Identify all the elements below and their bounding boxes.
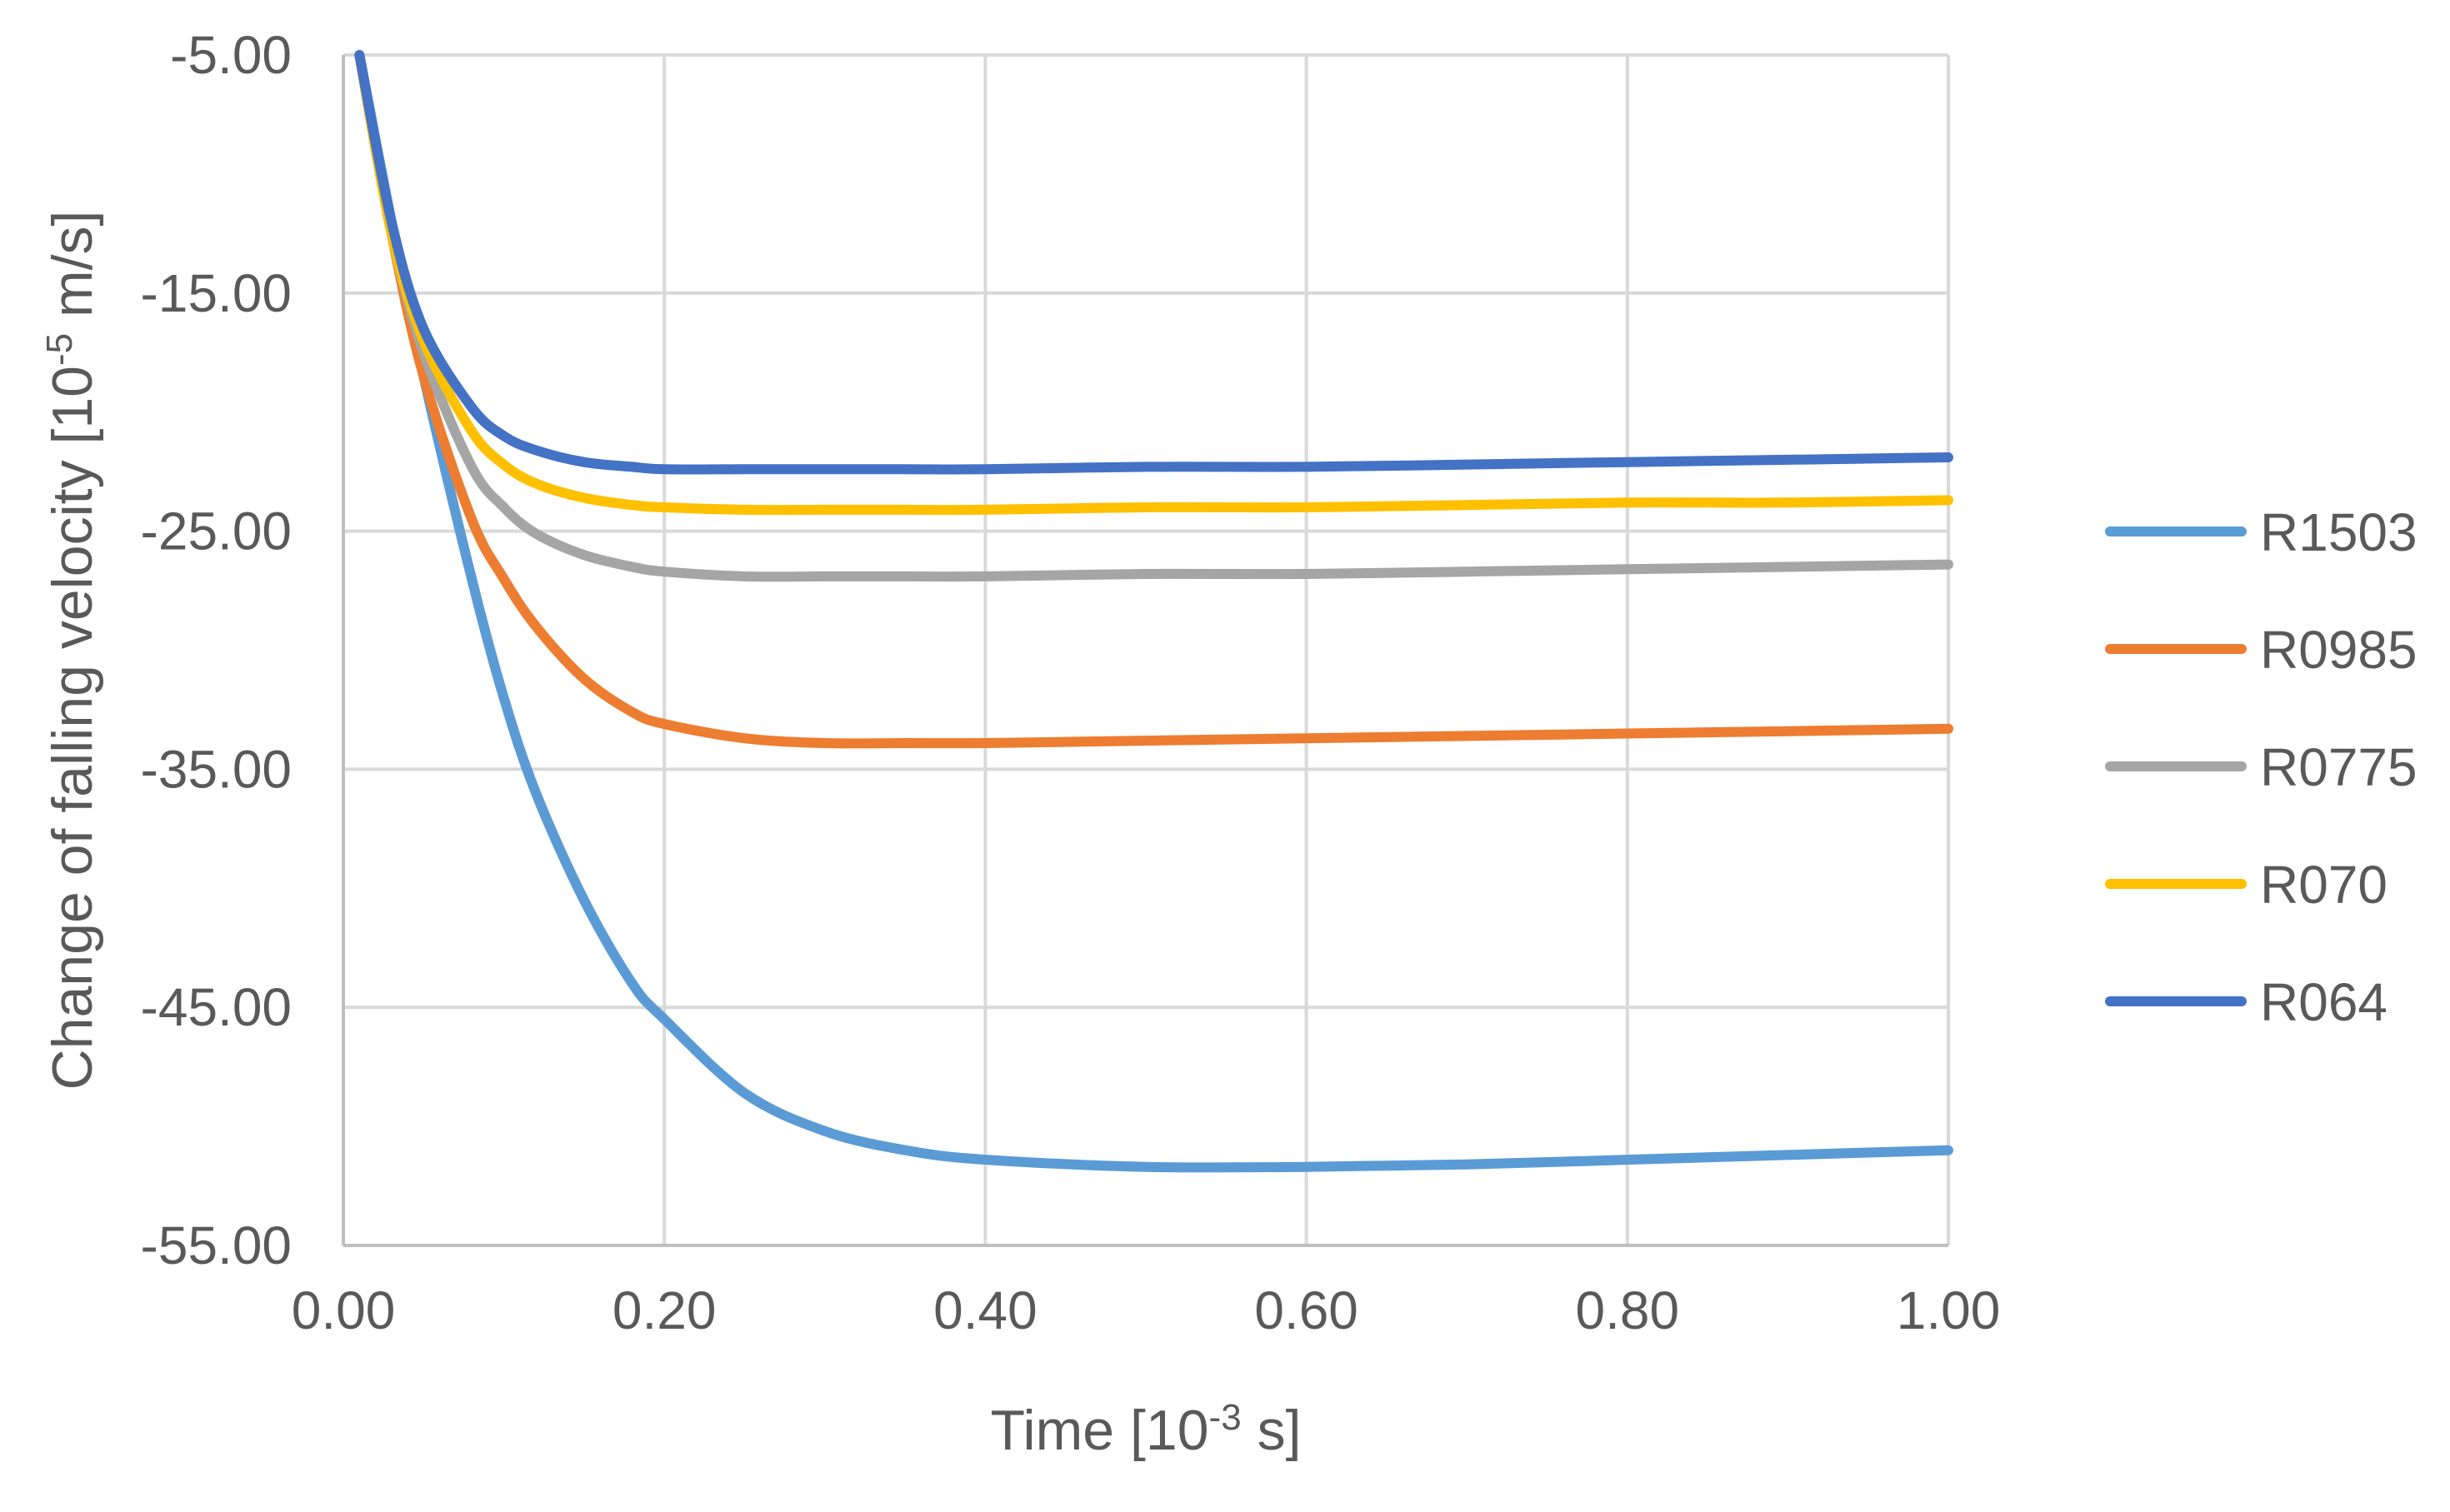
gridlines: [343, 53, 1950, 1245]
x-axis-title-prefix: Time [10: [991, 1399, 1209, 1462]
y-tick-label: -35.00: [141, 739, 292, 799]
y-axis-title-exponent: -5: [39, 333, 80, 366]
series-line-r070: [354, 50, 1953, 516]
legend-label-r0985: R0985: [2260, 620, 2418, 680]
series-line-r064: [354, 50, 1953, 475]
x-tick-label: 0.60: [1254, 1280, 1358, 1340]
legend: R1503 R0985 R0775 R070 R064: [2105, 502, 2418, 1032]
x-tick-label: 0.40: [933, 1280, 1038, 1340]
x-tick-label: 0.20: [612, 1280, 717, 1340]
series-line-r0775: [354, 50, 1953, 582]
y-axis-title-suffix: m/s]: [41, 211, 104, 333]
x-tick-label: 0.80: [1576, 1280, 1680, 1340]
y-tick-label: -15.00: [141, 263, 292, 323]
series-line-r1503: [354, 50, 1953, 1173]
y-tick-label: -45.00: [141, 977, 292, 1037]
x-axis-title-exponent: -3: [1209, 1397, 1242, 1438]
x-axis-title: Time [10-3 s]: [991, 1397, 1302, 1462]
y-axis-title: Change of falling velocity [10-5 m/s]: [39, 211, 104, 1090]
legend-label-r070: R070: [2260, 855, 2388, 915]
y-tick-label: -25.00: [141, 502, 292, 561]
x-tick-label: 1.00: [1897, 1280, 2001, 1340]
y-tick-label: -5.00: [170, 25, 292, 85]
y-axis-title-prefix: Change of falling velocity [10: [41, 366, 104, 1090]
x-axis-title-suffix: s]: [1242, 1399, 1302, 1462]
legend-label-r0775: R0775: [2260, 737, 2418, 797]
x-tick-label: 0.00: [292, 1280, 396, 1340]
series-lines: [354, 50, 1953, 1173]
axes: [342, 55, 1948, 1247]
series-line-r0985: [354, 50, 1953, 749]
legend-label-r1503: R1503: [2260, 502, 2418, 562]
legend-label-r064: R064: [2260, 972, 2388, 1032]
tick-labels: 0.00 0.20 0.40 0.60 0.80 1.00 -5.00 -15.00 -25.0…: [141, 25, 2001, 1340]
y-tick-label: -55.00: [141, 1215, 292, 1275]
